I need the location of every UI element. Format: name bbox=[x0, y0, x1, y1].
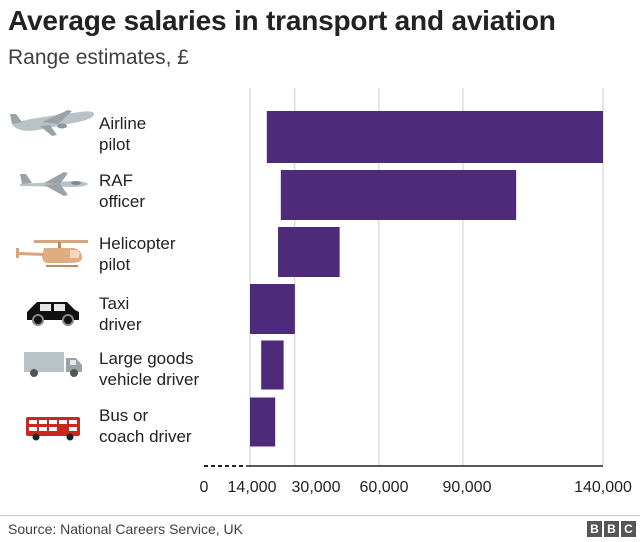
x-tick-label: 14,000 bbox=[228, 479, 277, 496]
salary-range-chart: 0 14,000 30,000 60,000 90,000 140,000 bbox=[200, 88, 632, 496]
truck-icon bbox=[24, 352, 82, 377]
range-bar bbox=[280, 170, 517, 220]
category-label-taxi-driver: Taxi driver bbox=[99, 294, 142, 334]
x-tick-label: 0 bbox=[200, 479, 209, 496]
range-bar bbox=[266, 111, 603, 163]
taxi-icon bbox=[27, 302, 79, 326]
airliner-icon bbox=[10, 110, 94, 136]
chart-subtitle: Range estimates, £ bbox=[8, 46, 189, 69]
range-bar bbox=[250, 397, 276, 447]
range-bar bbox=[261, 340, 284, 390]
x-tick-label: 30,000 bbox=[292, 479, 341, 496]
bbc-logo-letter: B bbox=[604, 521, 619, 537]
category-label-large-goods-vehicle-driver: Large goods vehicle driver bbox=[99, 349, 200, 389]
bbc-logo-letter: C bbox=[621, 521, 636, 537]
category-label-bus-or-coach-driver: Bus or coach driver bbox=[99, 406, 192, 446]
range-bar bbox=[278, 227, 340, 277]
footer-divider bbox=[0, 515, 640, 516]
bbc-logo: B B C bbox=[587, 521, 636, 537]
range-bar bbox=[250, 284, 295, 334]
category-label-helicopter-pilot: Helicopter pilot bbox=[99, 234, 176, 274]
x-tick-label: 90,000 bbox=[443, 479, 492, 496]
x-tick-label: 140,000 bbox=[574, 479, 632, 496]
bbc-logo-letter: B bbox=[587, 521, 602, 537]
x-tick-label: 60,000 bbox=[360, 479, 409, 496]
jet-fighter-icon bbox=[20, 172, 88, 196]
category-label-airline-pilot: Airline pilot bbox=[99, 114, 147, 154]
category-label-raf-officer: RAF officer bbox=[99, 171, 145, 211]
chart-title: Average salaries in transport and aviati… bbox=[8, 5, 556, 36]
bus-icon bbox=[26, 417, 80, 441]
helicopter-icon bbox=[16, 240, 88, 267]
source-note: Source: National Careers Service, UK bbox=[8, 521, 243, 537]
